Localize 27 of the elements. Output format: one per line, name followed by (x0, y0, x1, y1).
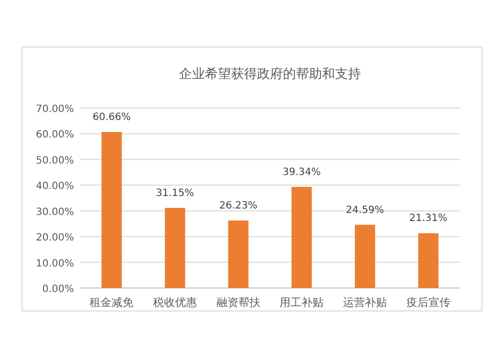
data-label: 39.34% (282, 166, 321, 178)
x-tick-label: 疫后宣传 (406, 296, 450, 309)
y-tick-label: 40.00% (36, 181, 74, 192)
bar (292, 186, 312, 288)
y-tick-label: 50.00% (36, 155, 74, 166)
x-tick-label: 融资帮扶 (216, 296, 260, 309)
bar (164, 208, 186, 288)
y-tick-label: 0.00% (42, 284, 74, 295)
y-tick-label: 70.00% (36, 104, 74, 115)
bar (418, 233, 438, 288)
y-tick-label: 20.00% (36, 232, 74, 244)
chart-title: 企业希望获得政府的帮助和支持 (179, 66, 361, 82)
y-tick-label: 30.00% (36, 206, 74, 218)
data-label: 60.66% (92, 112, 131, 124)
bar (228, 220, 248, 288)
data-label: 31.15% (156, 188, 194, 199)
x-tick-label: 用工补贴 (280, 296, 324, 309)
data-label: 21.31% (409, 213, 448, 224)
x-tick-label: 运营补贴 (343, 296, 387, 309)
x-tick-label: 租金减免 (90, 296, 134, 309)
data-label: 26.23% (219, 200, 258, 212)
y-tick-label: 60.00% (36, 130, 74, 141)
y-tick-label: 10.00% (36, 258, 74, 270)
x-tick-label: 税收优惠 (153, 296, 197, 309)
bar (102, 132, 122, 288)
data-label: 24.59% (346, 204, 384, 216)
bar (354, 224, 376, 288)
